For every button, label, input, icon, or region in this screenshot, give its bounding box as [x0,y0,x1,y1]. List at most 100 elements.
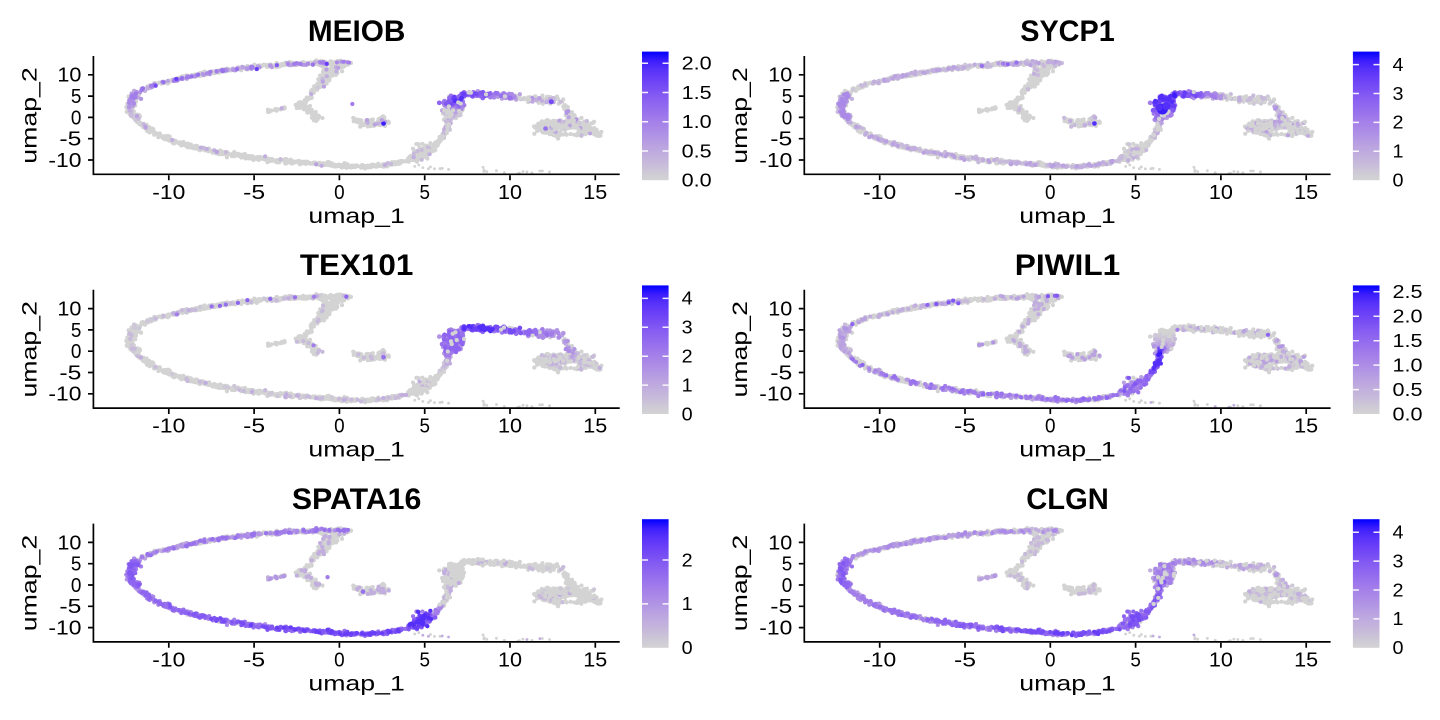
svg-text:-10: -10 [863,649,896,671]
svg-text:0: 0 [334,416,345,438]
svg-text:umap_2: umap_2 [17,301,41,398]
svg-text:5: 5 [71,554,82,576]
svg-text:MEIOB: MEIOB [308,15,406,48]
svg-text:-10: -10 [48,618,81,640]
svg-text:PIWIL1: PIWIL1 [1015,249,1121,282]
svg-text:1: 1 [682,375,693,395]
svg-text:1.0: 1.0 [682,112,712,132]
svg-text:1: 1 [1393,142,1404,162]
svg-text:0: 0 [782,107,793,129]
svg-text:5: 5 [1130,182,1141,204]
svg-text:5: 5 [419,649,430,671]
svg-text:0: 0 [782,575,793,597]
svg-text:-10: -10 [759,150,792,172]
svg-text:5: 5 [71,320,82,342]
svg-text:15: 15 [1294,182,1318,204]
svg-text:0: 0 [334,649,345,671]
svg-text:10: 10 [498,416,522,438]
svg-text:-10: -10 [863,182,896,204]
svg-text:10: 10 [1209,182,1233,204]
svg-text:0: 0 [1393,638,1404,658]
svg-text:-5: -5 [59,362,81,384]
svg-text:umap_2: umap_2 [728,301,752,398]
svg-text:0: 0 [782,341,793,363]
svg-text:0: 0 [682,404,693,424]
svg-text:SPATA16: SPATA16 [292,483,422,516]
svg-text:0.5: 0.5 [682,141,712,161]
svg-text:-10: -10 [863,416,896,438]
svg-text:-5: -5 [59,129,81,151]
svg-text:1.5: 1.5 [682,83,712,103]
svg-text:umap_1: umap_1 [308,672,405,696]
svg-text:4: 4 [682,289,693,309]
svg-text:1.5: 1.5 [1393,331,1423,351]
svg-text:umap_2: umap_2 [728,535,752,632]
svg-text:0: 0 [682,638,693,658]
svg-text:-10: -10 [152,182,185,204]
svg-text:-5: -5 [954,649,976,671]
svg-text:-5: -5 [59,596,81,618]
svg-text:15: 15 [583,182,607,204]
svg-text:TEX101: TEX101 [300,249,414,282]
svg-text:2: 2 [1393,113,1404,133]
svg-text:0: 0 [1393,171,1404,191]
svg-text:15: 15 [583,649,607,671]
svg-text:0: 0 [71,107,82,129]
svg-text:0: 0 [71,575,82,597]
svg-text:-10: -10 [759,384,792,406]
svg-text:umap_1: umap_1 [1019,204,1116,228]
svg-text:-5: -5 [954,182,976,204]
svg-text:umap_1: umap_1 [1019,672,1116,696]
svg-text:5: 5 [782,320,793,342]
svg-text:10: 10 [57,65,81,87]
svg-text:10: 10 [768,65,792,87]
svg-text:0: 0 [1045,182,1056,204]
svg-text:5: 5 [1130,416,1141,438]
svg-text:10: 10 [1209,416,1233,438]
svg-text:10: 10 [498,649,522,671]
svg-text:15: 15 [583,416,607,438]
svg-text:0: 0 [334,182,345,204]
svg-text:5: 5 [71,86,82,108]
svg-text:15: 15 [1294,416,1318,438]
svg-text:5: 5 [419,416,430,438]
svg-text:5: 5 [782,554,793,576]
svg-text:-10: -10 [759,618,792,640]
svg-text:-5: -5 [243,416,265,438]
svg-text:umap_2: umap_2 [17,535,41,632]
svg-text:10: 10 [57,532,81,554]
svg-text:5: 5 [1130,649,1141,671]
svg-text:0: 0 [71,341,82,363]
svg-text:4: 4 [1393,523,1404,543]
svg-text:0: 0 [1045,649,1056,671]
svg-text:umap_1: umap_1 [308,204,405,228]
svg-text:umap_2: umap_2 [17,67,41,164]
svg-text:0.0: 0.0 [1393,404,1423,424]
svg-text:umap_1: umap_1 [308,438,405,462]
svg-text:-10: -10 [48,150,81,172]
svg-text:10: 10 [57,299,81,321]
svg-text:-5: -5 [770,362,792,384]
svg-text:-5: -5 [770,596,792,618]
svg-text:-5: -5 [770,129,792,151]
svg-text:3: 3 [682,318,693,338]
svg-text:1: 1 [1393,609,1404,629]
svg-text:CLGN: CLGN [1026,483,1109,516]
svg-text:5: 5 [419,182,430,204]
svg-text:-10: -10 [152,649,185,671]
svg-text:10: 10 [768,299,792,321]
svg-text:15: 15 [1294,649,1318,671]
svg-text:-5: -5 [954,416,976,438]
svg-text:2.0: 2.0 [1393,307,1423,327]
svg-text:2.5: 2.5 [1393,282,1423,302]
svg-text:0: 0 [1045,416,1056,438]
svg-text:2: 2 [682,550,693,570]
svg-text:4: 4 [1393,55,1404,75]
svg-text:10: 10 [498,182,522,204]
svg-text:-5: -5 [243,649,265,671]
svg-text:10: 10 [768,532,792,554]
svg-text:umap_1: umap_1 [1019,438,1116,462]
svg-text:1.0: 1.0 [1393,355,1423,375]
svg-text:-5: -5 [243,182,265,204]
svg-text:10: 10 [1209,649,1233,671]
